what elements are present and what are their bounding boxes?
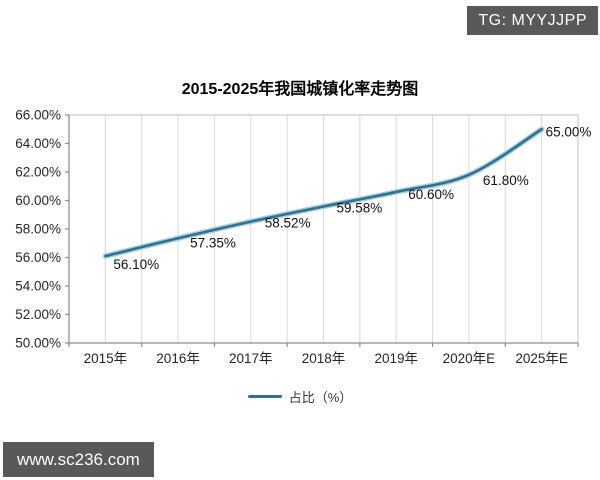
x-tick-label: 2016年	[156, 351, 200, 366]
data-label: 56.10%	[113, 257, 159, 272]
x-tick-label: 2017年	[229, 351, 273, 366]
chart-title: 2015-2025年我国城镇化率走势图	[181, 81, 419, 98]
y-tick-label: 56.00%	[15, 250, 61, 265]
x-tick-label: 2020年E	[443, 351, 496, 366]
data-label: 61.80%	[483, 173, 529, 188]
data-label: 65.00%	[546, 124, 592, 139]
data-label: 58.52%	[265, 216, 311, 231]
series-line	[104, 127, 543, 258]
y-tick-label: 64.00%	[15, 136, 61, 151]
y-tick-label: 54.00%	[15, 279, 61, 294]
data-label: 60.60%	[408, 187, 454, 202]
y-tick-label: 60.00%	[15, 193, 61, 208]
legend: 占比（%）	[0, 387, 600, 406]
y-tick-label: 50.00%	[15, 336, 61, 351]
x-tick-label: 2018年	[302, 351, 346, 366]
y-tick-label: 58.00%	[15, 222, 61, 237]
x-tick-label: 2019年	[374, 351, 418, 366]
y-tick-label: 66.00%	[15, 108, 61, 123]
data-label: 57.35%	[190, 235, 236, 250]
tg-badge: TG: MYYJJPP	[467, 6, 598, 35]
legend-line-sample	[247, 395, 282, 398]
y-tick-label: 52.00%	[15, 307, 61, 322]
data-label: 59.58%	[337, 200, 383, 215]
x-tick-label: 2025年E	[515, 351, 568, 366]
watermark-badge: www.sc236.com	[3, 442, 154, 477]
y-tick-label: 62.00%	[15, 165, 61, 180]
legend-label: 占比（%）	[288, 390, 353, 405]
x-tick-label: 2015年	[84, 351, 128, 366]
